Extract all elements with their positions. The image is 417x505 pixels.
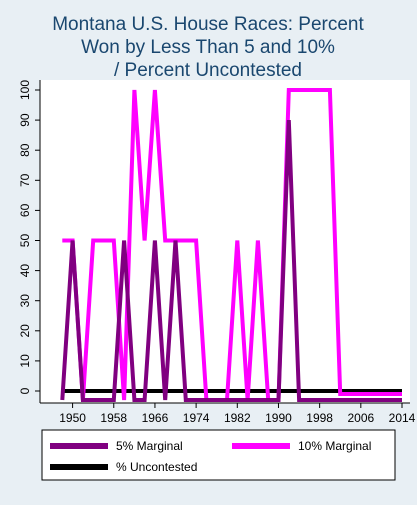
y-tick-label: 40 — [18, 264, 32, 278]
title-line-1: Montana U.S. House Races: Percent — [52, 14, 364, 35]
y-axis-ticks: 0 10 20 30 40 50 60 70 80 90 100 — [18, 80, 40, 394]
x-tick-label: 1950 — [59, 411, 86, 425]
y-tick-label: 30 — [18, 294, 32, 308]
y-tick-label: 100 — [18, 80, 32, 100]
y-tick-label: 50 — [18, 234, 32, 248]
x-tick-label: 2014 — [389, 411, 416, 425]
x-tick-label: 1958 — [100, 411, 127, 425]
series-layer — [60, 88, 402, 402]
legend: 5% Marginal 10% Marginal % Uncontested — [50, 439, 371, 474]
legend-label: % Uncontested — [116, 460, 197, 474]
y-tick-label: 20 — [18, 324, 32, 338]
title-line-3: / Percent Uncontested — [114, 60, 302, 81]
y-tick-label: 10 — [18, 354, 32, 368]
x-tick-label: 1966 — [142, 411, 169, 425]
x-axis-ticks: 1950 1958 1966 1974 1982 1990 1998 2006 2014 — [59, 403, 416, 425]
x-tick-label: 1990 — [265, 411, 292, 425]
y-tick-label: 60 — [18, 203, 32, 217]
series-line-5-marginal — [60, 120, 402, 402]
chart-title: Montana U.S. House Races: Percent Won by… — [52, 14, 364, 81]
y-tick-label: 70 — [18, 173, 32, 187]
y-tick-label: 0 — [18, 387, 32, 394]
y-tick-label: 80 — [18, 143, 32, 157]
y-tick-label: 90 — [18, 113, 32, 127]
legend-label: 5% Marginal — [116, 439, 183, 453]
x-tick-label: 1974 — [183, 411, 210, 425]
title-line-2: Won by Less Than 5 and 10% — [81, 37, 335, 58]
legend-label: 10% Marginal — [298, 439, 371, 453]
x-tick-label: 2006 — [347, 411, 374, 425]
x-tick-label: 1982 — [224, 411, 251, 425]
x-tick-label: 1998 — [306, 411, 333, 425]
legend-box — [41, 429, 396, 481]
